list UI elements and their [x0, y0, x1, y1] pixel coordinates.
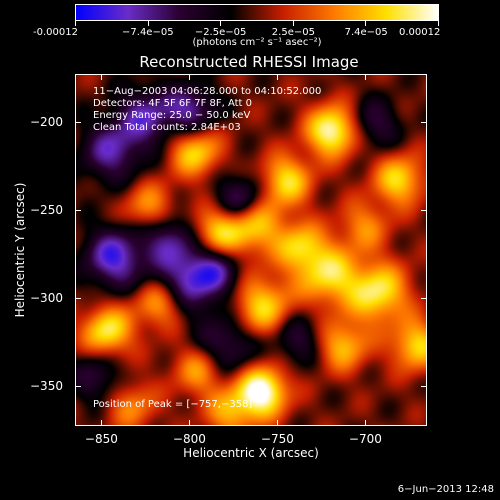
x-tick [365, 420, 367, 426]
annotation-time: 11−Aug−2003 04:06:28.000 to 04:10:52.000 [93, 86, 322, 97]
x-tick [277, 74, 279, 80]
colorbar-units: (photons cm⁻² s⁻¹ asec⁻²) [192, 37, 322, 48]
x-tick [189, 74, 191, 80]
annotation-energy: Energy Range: 25.0 − 50.0 keV [93, 110, 251, 121]
x-tick-label: −850 [84, 432, 118, 446]
x-axis-label: Heliocentric X (arcsec) [183, 446, 319, 460]
colorbar-tick [292, 21, 294, 26]
colorbar-tick [438, 21, 439, 26]
x-tick-label: −750 [260, 432, 294, 446]
plot-area: 11−Aug−2003 04:06:28.000 to 04:10:52.000… [75, 74, 427, 426]
annotation-detectors: Detectors: 4F 5F 6F 7F 8F, Att 0 [93, 98, 253, 109]
y-tick-label: −200 [30, 114, 63, 129]
y-tick-label: −300 [30, 290, 63, 305]
y-axis-label: Heliocentric Y (arcsec) [13, 182, 27, 318]
y-tick [421, 297, 427, 299]
y-tick [421, 385, 427, 387]
x-tick-label: −700 [348, 432, 382, 446]
peak-position-label: Position of Peak = [−757,−358] [93, 399, 253, 410]
x-tick [101, 420, 103, 426]
x-tick [101, 74, 103, 80]
colorbar-tick-label: −7.4e−05 [122, 27, 174, 38]
colorbar-tick [365, 21, 367, 26]
colorbar-tick [75, 21, 76, 26]
heatmap-image [75, 74, 427, 426]
colorbar-tick-label: 0.00012 [399, 27, 441, 38]
y-tick [421, 209, 427, 211]
timestamp-footer: 6−Jun−2013 12:48 [397, 484, 494, 495]
x-tick [365, 74, 367, 80]
colorbar-tick [147, 21, 149, 26]
y-tick [421, 121, 427, 123]
colorbar-ticks [75, 21, 439, 27]
x-tick [189, 420, 191, 426]
y-tick-label: −250 [30, 202, 63, 217]
annotation-clean: Clean Total counts: 2.84E+03 [93, 122, 241, 133]
x-tick [277, 420, 279, 426]
colorbar-tick-label: −2.5e−05 [194, 27, 247, 38]
x-tick-label: −800 [172, 432, 206, 446]
y-tick [75, 209, 81, 211]
colorbar-tick-label: 7.4e−05 [344, 27, 388, 38]
y-tick [75, 297, 81, 299]
colorbar-tick-label: 2.5e−05 [271, 27, 315, 38]
y-tick-label: −350 [30, 378, 63, 393]
y-tick [75, 385, 81, 387]
colorbar-tick [220, 21, 222, 26]
y-tick [75, 121, 81, 123]
colorbar-tick-label: -0.00012 [33, 27, 78, 38]
chart-title: Reconstructed RHESSI Image [139, 53, 359, 71]
colorbar [75, 4, 439, 21]
